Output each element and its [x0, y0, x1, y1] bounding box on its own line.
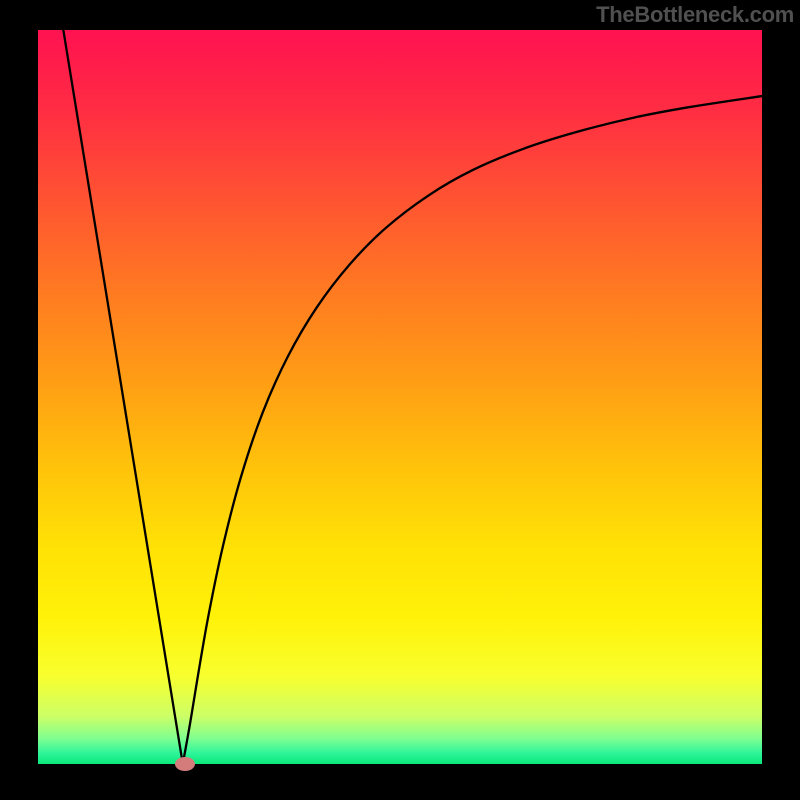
bottleneck-chart	[0, 0, 800, 800]
valley-marker	[175, 757, 195, 771]
chart-container: TheBottleneck.com	[0, 0, 800, 800]
watermark-text: TheBottleneck.com	[596, 2, 794, 28]
plot-background	[38, 30, 762, 764]
